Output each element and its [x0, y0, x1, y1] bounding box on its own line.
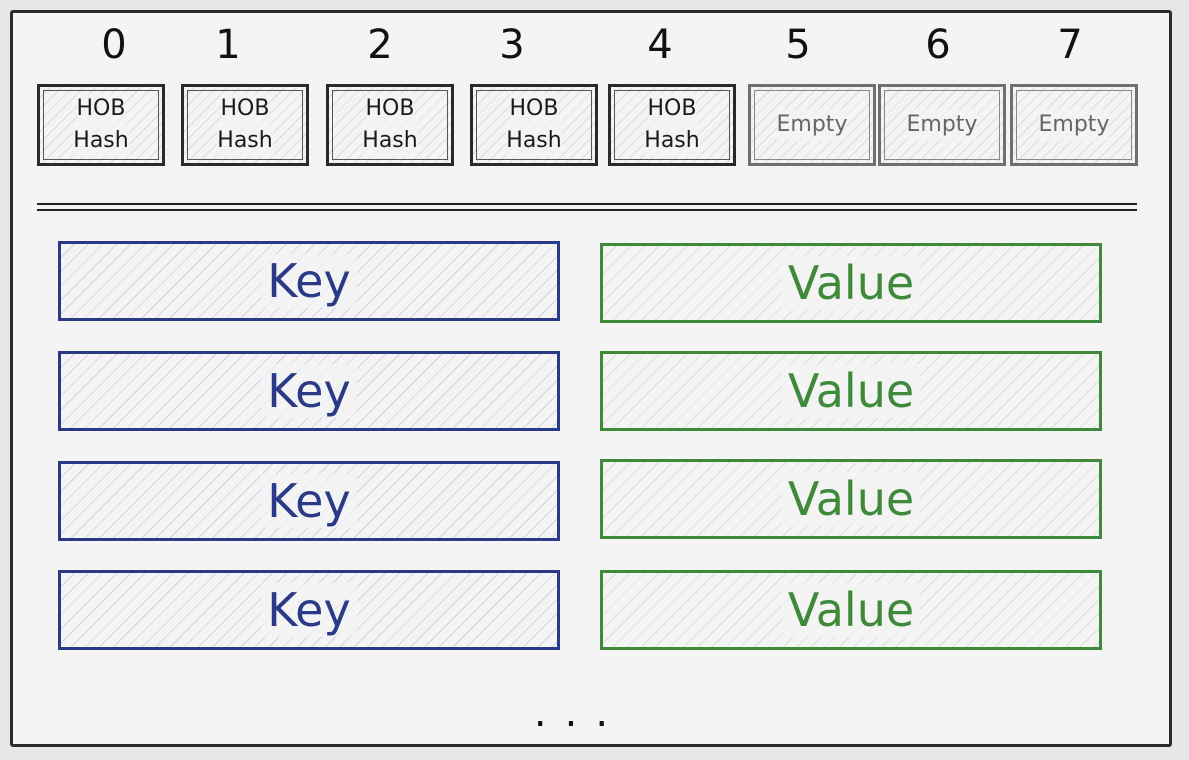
slot-box-6: Empty [878, 84, 1006, 166]
divider-line-upper [37, 203, 1137, 205]
key-box-3: Key [58, 570, 560, 650]
slot-index-6: 6 [925, 22, 951, 68]
slot-label-line2: Hash [217, 125, 273, 157]
slot-index-1: 1 [215, 22, 241, 68]
slot-label-line2: Hash [506, 125, 562, 157]
slot-label-line2: Hash [362, 125, 418, 157]
continuation-ellipsis: ... [533, 690, 627, 736]
slot-box-2: HOB Hash [326, 84, 454, 166]
slot-label-line1: HOB [509, 93, 559, 125]
slot-index-3: 3 [499, 22, 525, 68]
key-label: Key [261, 474, 357, 528]
slot-label-line1: HOB [647, 93, 697, 125]
key-label: Key [261, 364, 357, 418]
slot-label-line1: Empty [1038, 109, 1110, 141]
value-box-1: Value [600, 351, 1102, 431]
slot-box-5: Empty [748, 84, 876, 166]
divider-line-lower [37, 209, 1137, 211]
value-box-2: Value [600, 459, 1102, 539]
key-label: Key [261, 254, 357, 308]
slot-box-0: HOB Hash [37, 84, 165, 166]
slot-label-line1: HOB [220, 93, 270, 125]
slot-index-0: 0 [101, 22, 127, 68]
slot-box-1: HOB Hash [181, 84, 309, 166]
slot-index-4: 4 [647, 22, 673, 68]
slot-index-2: 2 [367, 22, 393, 68]
key-label: Key [261, 583, 357, 637]
key-box-0: Key [58, 241, 560, 321]
value-label: Value [781, 256, 921, 310]
slot-label-line1: Empty [906, 109, 978, 141]
slot-box-3: HOB Hash [470, 84, 598, 166]
slot-label-line1: Empty [776, 109, 848, 141]
slot-box-4: HOB Hash [608, 84, 736, 166]
slot-index-7: 7 [1057, 22, 1083, 68]
slot-label-line1: HOB [76, 93, 126, 125]
key-box-2: Key [58, 461, 560, 541]
value-box-0: Value [600, 243, 1102, 323]
value-label: Value [781, 583, 921, 637]
slot-label-line2: Hash [73, 125, 129, 157]
value-label: Value [781, 364, 921, 418]
slot-box-7: Empty [1010, 84, 1138, 166]
slot-index-5: 5 [785, 22, 811, 68]
value-label: Value [781, 472, 921, 526]
slot-label-line2: Hash [644, 125, 700, 157]
key-box-1: Key [58, 351, 560, 431]
value-box-3: Value [600, 570, 1102, 650]
slot-label-line1: HOB [365, 93, 415, 125]
